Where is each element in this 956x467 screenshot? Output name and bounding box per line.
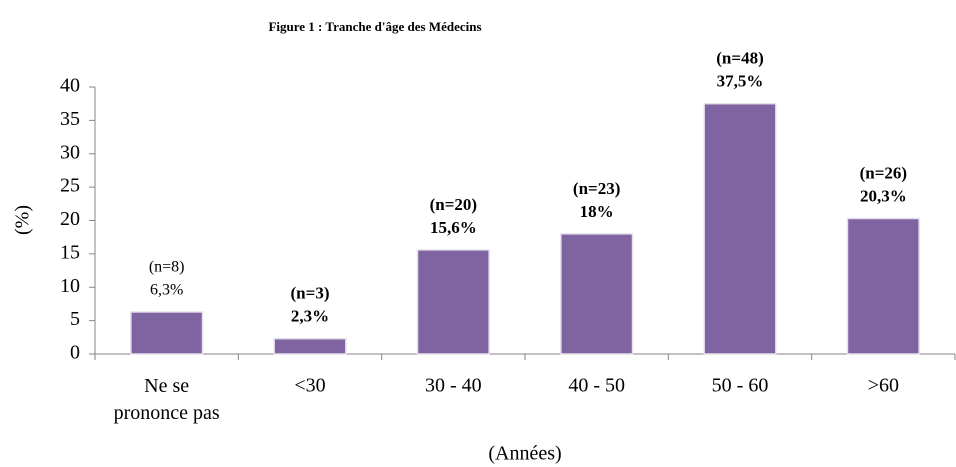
bar (846, 217, 920, 355)
data-label: 20,3% (860, 186, 907, 205)
x-tick-label: >60 (868, 375, 899, 397)
bar (273, 337, 347, 355)
x-tick-label: 50 - 60 (712, 375, 769, 397)
data-label: 18% (580, 202, 614, 221)
y-tick-label: 0 (70, 342, 80, 364)
n-label: (n=20) (430, 195, 477, 214)
x-tick-label: <30 (294, 375, 325, 397)
n-label: (n=23) (573, 179, 620, 198)
x-tick-label: 30 - 40 (425, 375, 482, 397)
data-label: 15,6% (430, 218, 477, 237)
y-tick-label: 15 (60, 241, 80, 263)
y-tick-label: 35 (60, 108, 80, 130)
y-tick-label: 5 (70, 308, 80, 330)
x-tick-label: Ne se prononce pas (114, 375, 220, 424)
data-label: 37,5% (717, 72, 764, 91)
bar (703, 102, 777, 355)
bar (416, 249, 490, 355)
data-label: 6,3% (150, 282, 183, 299)
n-label: (n=3) (291, 284, 330, 303)
data-label: 2,3% (291, 307, 329, 326)
n-label: (n=26) (860, 163, 907, 182)
n-label: (n=48) (716, 49, 763, 68)
bar (560, 233, 634, 355)
n-label: (n=8) (149, 259, 185, 276)
y-tick-label: 40 (60, 75, 80, 97)
chart-title: Figure 1 : Tranche d'âge des Médecins (268, 19, 481, 34)
bar (130, 311, 204, 355)
x-tick-label: 40 - 50 (568, 375, 625, 397)
x-axis-label: (Années) (488, 443, 561, 465)
y-tick-label: 30 (60, 141, 80, 163)
y-axis-label: (%) (12, 205, 34, 235)
y-tick-label: 20 (60, 208, 80, 230)
y-tick-label: 10 (60, 275, 80, 297)
y-tick-label: 25 (60, 175, 80, 197)
